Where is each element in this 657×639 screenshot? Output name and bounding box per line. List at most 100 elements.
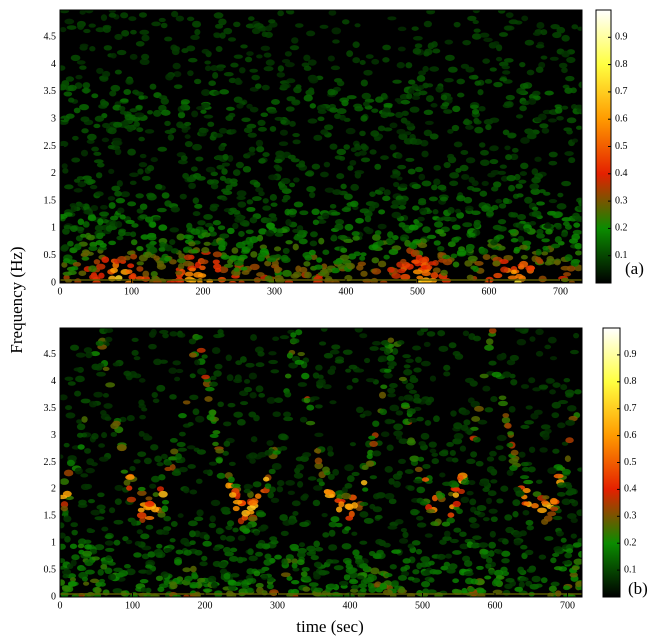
texture-blob [349, 160, 356, 166]
texture-blob [320, 25, 329, 29]
texture-blob [128, 16, 136, 21]
texture-blob [541, 238, 550, 242]
texture-blob [126, 269, 133, 274]
texture-blob [303, 576, 310, 581]
texture-blob [118, 230, 126, 237]
texture-blob [100, 410, 106, 415]
texture-blob [320, 172, 329, 178]
texture-blob [225, 115, 233, 121]
texture-blob [521, 384, 529, 389]
texture-blob [249, 556, 258, 562]
texture-blob [136, 41, 145, 47]
texture-blob [82, 551, 92, 557]
texture-blob [572, 213, 580, 220]
texture-blob [78, 219, 84, 226]
texture-blob [105, 535, 113, 540]
texture-blob [567, 405, 577, 411]
texture-blob [280, 446, 287, 451]
texture-blob [233, 500, 243, 505]
texture-blob [544, 91, 553, 96]
texture-blob [218, 145, 225, 151]
texture-blob [330, 204, 336, 209]
texture-blob [545, 261, 553, 265]
y-tick-label: 3 [51, 113, 56, 124]
texture-blob [303, 55, 310, 62]
texture-blob [234, 217, 243, 223]
texture-blob [156, 385, 165, 392]
texture-blob [432, 209, 438, 214]
texture-blob [520, 475, 529, 479]
y-tick-label: 2.5 [44, 457, 57, 468]
texture-blob [519, 62, 525, 67]
texture-blob [517, 236, 524, 243]
texture-blob [285, 219, 291, 226]
colorbar-tick-label: 0.3 [615, 195, 628, 206]
texture-blob [114, 540, 121, 546]
texture-blob [189, 267, 196, 271]
texture-blob [479, 142, 485, 147]
texture-blob [181, 155, 188, 161]
texture-blob [484, 345, 494, 351]
texture-blob [421, 581, 430, 587]
texture-blob [77, 60, 86, 64]
texture-blob [197, 220, 205, 225]
texture-blob [314, 433, 323, 437]
texture-blob [351, 532, 357, 536]
texture-blob [257, 351, 264, 356]
texture-blob [517, 214, 526, 220]
texture-blob [505, 578, 514, 583]
texture-blob [120, 98, 129, 102]
texture-blob [359, 256, 365, 261]
texture-blob [476, 461, 484, 467]
y-tick-label: 1 [51, 537, 56, 548]
texture-blob [550, 507, 558, 512]
texture-blob [66, 412, 76, 418]
texture-blob [268, 174, 277, 180]
texture-blob [58, 579, 65, 585]
texture-blob [110, 216, 118, 221]
texture-blob [575, 250, 582, 255]
texture-blob [310, 231, 318, 237]
texture-blob [304, 255, 312, 261]
texture-blob [490, 145, 499, 150]
texture-blob [282, 270, 292, 277]
texture-blob [456, 195, 465, 201]
texture-blob [224, 264, 233, 268]
texture-blob [164, 37, 172, 42]
texture-blob [188, 241, 196, 246]
texture-blob [123, 89, 131, 95]
texture-blob [547, 511, 556, 516]
texture-blob [250, 217, 258, 223]
texture-blob [344, 194, 353, 200]
texture-blob [294, 473, 303, 479]
texture-blob [216, 458, 223, 464]
texture-blob [109, 9, 116, 13]
texture-blob [437, 246, 444, 251]
texture-blob [566, 57, 575, 63]
texture-blob [549, 199, 557, 203]
texture-blob [416, 516, 424, 521]
texture-blob [133, 552, 142, 557]
texture-blob [512, 148, 519, 153]
texture-blob [81, 128, 88, 133]
texture-blob [174, 559, 182, 565]
texture-blob [68, 381, 76, 386]
texture-blob [463, 419, 470, 425]
texture-blob [63, 515, 71, 522]
texture-blob [101, 14, 107, 21]
texture-blob [398, 396, 404, 401]
colorbar-tick-label: 0.2 [615, 223, 628, 234]
texture-blob [548, 337, 557, 344]
texture-blob [512, 511, 518, 517]
texture-blob [344, 574, 350, 580]
texture-blob [409, 455, 419, 461]
texture-blob [516, 114, 523, 118]
colorbar-tick-label: 0.8 [615, 59, 628, 70]
texture-blob [366, 54, 374, 59]
texture-blob [508, 185, 515, 192]
texture-blob [292, 500, 301, 506]
texture-blob [490, 396, 497, 402]
texture-blob [178, 413, 187, 418]
texture-blob [249, 69, 258, 73]
texture-blob [159, 18, 166, 22]
